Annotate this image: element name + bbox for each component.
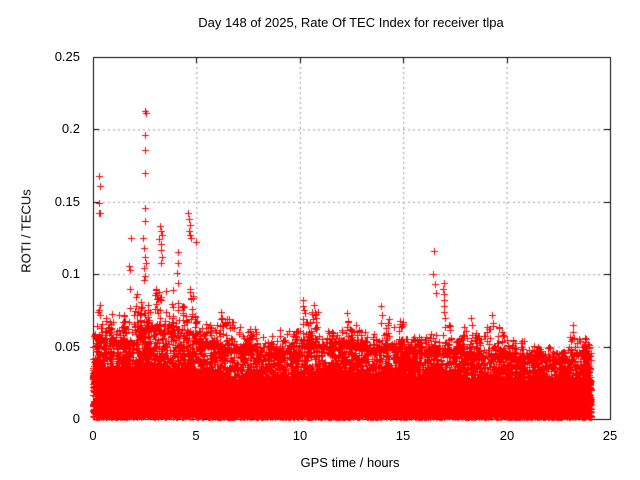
x-tick-label: 5 <box>192 428 200 443</box>
x-tick-label: 25 <box>602 428 618 443</box>
y-tick-label: 0 <box>72 411 80 426</box>
x-tick-label: 0 <box>89 428 97 443</box>
y-tick-label: 0.05 <box>54 339 80 354</box>
y-tick-label: 0.2 <box>61 121 80 136</box>
y-tick-label: 0.25 <box>54 49 80 64</box>
x-tick-label: 15 <box>395 428 411 443</box>
x-axis-label: GPS time / hours <box>300 455 400 470</box>
chart-title: Day 148 of 2025, Rate Of TEC Index for r… <box>198 15 504 30</box>
x-tick-label: 10 <box>292 428 308 443</box>
x-tick-label: 20 <box>499 428 515 443</box>
y-tick-label: 0.1 <box>61 266 80 281</box>
y-tick-label: 0.15 <box>54 194 80 209</box>
